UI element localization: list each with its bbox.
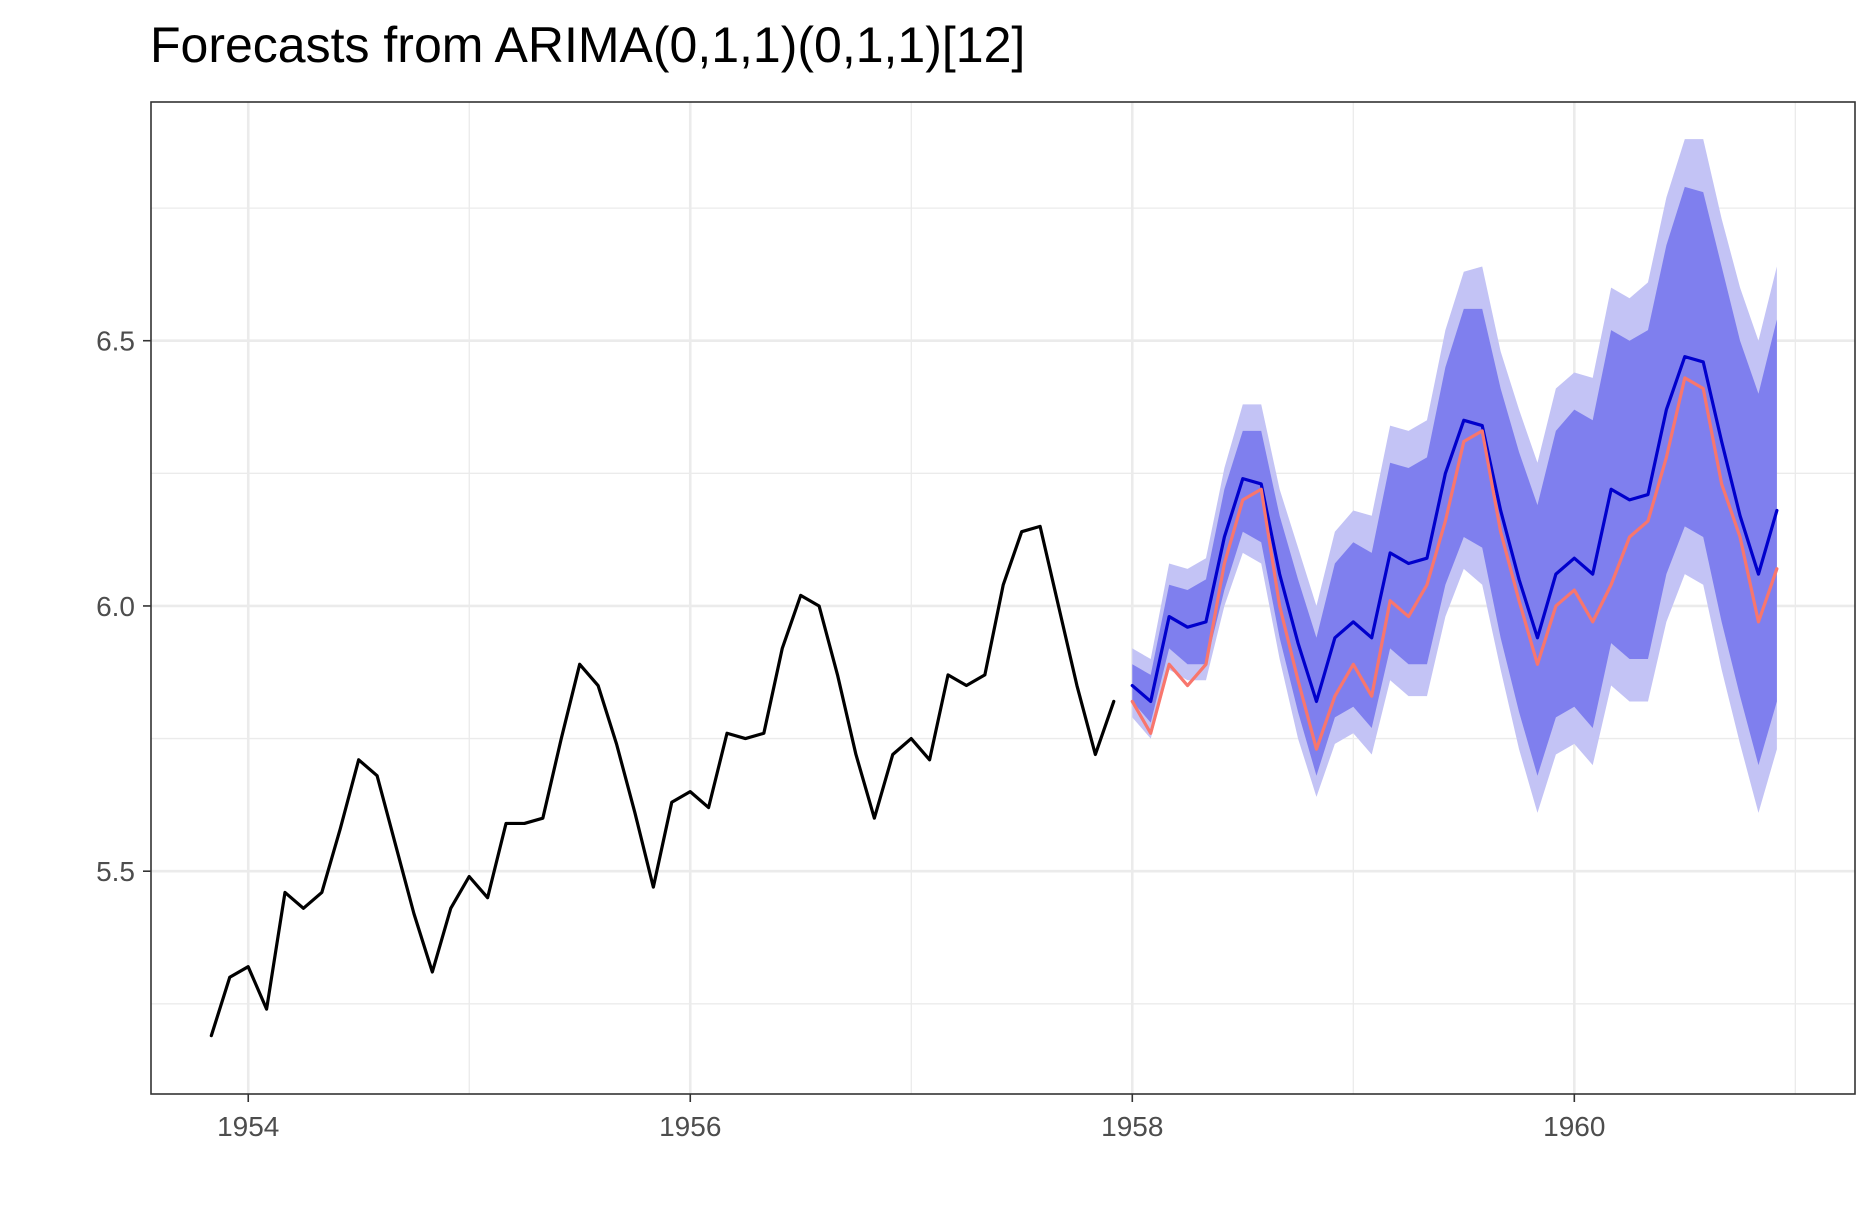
forecast-series-line: [1130, 355, 1779, 704]
plot-panel-border: [150, 101, 1856, 1095]
y-tick-label: 5.5: [96, 856, 135, 887]
x-tick-label: 1958: [1101, 1111, 1163, 1142]
series-lines: [209, 355, 1779, 1038]
y-tick-label: 6.5: [96, 326, 135, 357]
chart-title: Forecasts from ARIMA(0,1,1)(0,1,1)[12]: [150, 17, 1025, 73]
y-axis: 5.5 6.0 6.5: [96, 326, 151, 887]
actual-series-line: [1130, 376, 1779, 751]
minor-gridlines: [151, 102, 1855, 1094]
x-tick-label: 1956: [659, 1111, 721, 1142]
y-tick-label: 6.0: [96, 591, 135, 622]
x-axis: 1954 1956 1958 1960: [217, 1094, 1605, 1142]
x-tick-label: 1954: [217, 1111, 279, 1142]
x-tick-label: 1960: [1543, 1111, 1605, 1142]
observed-series-line: [209, 524, 1116, 1038]
